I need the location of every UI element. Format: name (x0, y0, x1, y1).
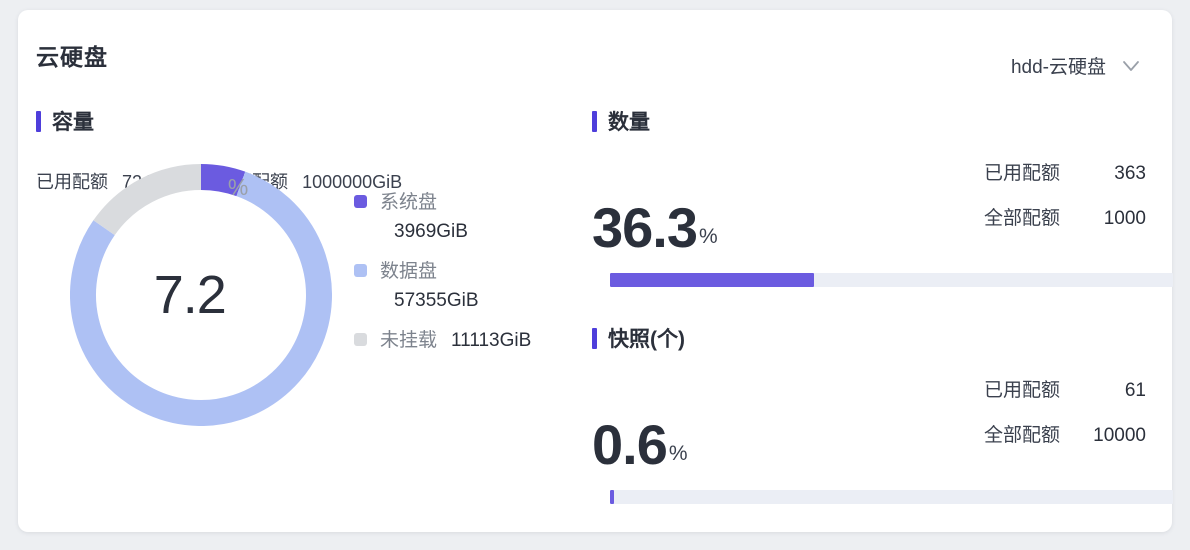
legend-item[interactable]: 数据盘 57355GiB (354, 257, 594, 316)
cloud-disk-card: 云硬盘 hdd-云硬盘 容量 已用配额 72437GiB 全部配额 1000000Gi… (18, 10, 1173, 532)
capacity-donut-chart: 7.2 % (70, 164, 346, 426)
page-title: 云硬盘 (36, 44, 108, 70)
legend-swatch-icon (354, 263, 367, 277)
snapshot-section-title: 快照(个) (608, 328, 685, 351)
snapshot-quotas: 已用配额 61 全部配额 10000 (984, 375, 1146, 447)
donut-svg (70, 164, 332, 426)
legend-item-label: 系统盘 (380, 192, 438, 213)
disk-type-selector[interactable]: hdd-云硬盘 (1011, 52, 1142, 79)
snapshot-total-row: 全部配额 10000 (984, 420, 1146, 447)
count-metric-body: 36.3 % 已用配额 363 全部配额 1000 (592, 158, 1158, 268)
legend-item-value: 11113GiB (451, 329, 532, 351)
snapshot-percent-value: 0.6 (592, 413, 668, 477)
capacity-total-value: 1000000GiB (302, 172, 403, 192)
donut-percent-value: 7.2 (153, 265, 227, 325)
snapshot-percent: 0.6 % (592, 413, 688, 477)
snapshot-used-row: 已用配额 61 (984, 375, 1146, 402)
section-marker-icon (592, 327, 597, 349)
legend-item[interactable]: 未挂载 11113GiB (354, 326, 594, 355)
count-section-header: 数量 (592, 106, 1158, 136)
count-used-label: 已用配额 (983, 163, 1060, 184)
count-total-value: 1000 (1103, 208, 1146, 229)
count-used-row: 已用配额 363 (984, 158, 1146, 185)
donut-segment[interactable] (70, 171, 332, 426)
count-total-label: 全部配额 (983, 208, 1060, 229)
snapshot-used-label: 已用配额 (983, 380, 1060, 401)
legend-item-label: 未挂载 (380, 329, 438, 351)
legend-item[interactable]: 系统盘 3969GiB (354, 188, 594, 247)
count-section-title: 数量 (608, 111, 650, 134)
legend-item-label: 数据盘 (380, 260, 438, 282)
count-percent-value: 36.3 (592, 196, 698, 260)
snapshot-metric-body: 0.6 % 已用配额 61 全部配额 10000 (592, 375, 1158, 485)
snapshot-progress-bar (610, 490, 1173, 504)
snapshot-section-header: 快照(个) (592, 323, 1158, 353)
count-quotas: 已用配额 363 全部配额 1000 (984, 158, 1146, 230)
count-total-row: 全部配额 1000 (984, 203, 1146, 230)
snapshot-progress-fill (610, 490, 614, 504)
legend-item-value: 3969GiB (394, 221, 468, 243)
section-marker-icon (36, 110, 41, 132)
donut-center-label: 7.2 % (70, 164, 332, 426)
disk-type-selector-label: hdd-云硬盘 (1010, 57, 1106, 78)
legend-swatch-icon (354, 332, 367, 346)
capacity-section-header: 容量 (36, 106, 592, 136)
count-percent: 36.3 % (592, 196, 718, 260)
snapshot-total-value: 10000 (1093, 425, 1146, 446)
capacity-legend: 系统盘 3969GiB 数据盘 57355GiB 未挂载 11113GiB (354, 188, 594, 365)
donut-segment[interactable] (93, 164, 202, 236)
count-used-value: 363 (1114, 163, 1146, 184)
section-marker-icon (592, 110, 597, 132)
count-section: 数量 36.3 % 已用配额 363 全部配额 1000 (592, 106, 1173, 287)
donut-segment[interactable] (200, 164, 246, 197)
chevron-down-icon (1120, 55, 1142, 77)
legend-swatch-icon (354, 195, 367, 208)
snapshot-used-value: 61 (1124, 380, 1146, 401)
legend-item-value: 57355GiB (394, 290, 479, 312)
donut-percent-unit: % (227, 174, 249, 200)
snapshot-section: 快照(个) 0.6 % 已用配额 61 全部配额 10000 (592, 323, 1173, 504)
capacity-section-title: 容量 (52, 111, 94, 134)
capacity-used-label: 已用配额 (36, 172, 108, 192)
snapshot-percent-unit: % (668, 442, 688, 465)
count-progress-bar (610, 273, 1173, 287)
count-percent-unit: % (699, 225, 718, 248)
count-progress-fill (610, 273, 815, 287)
snapshot-total-label: 全部配额 (983, 425, 1060, 446)
